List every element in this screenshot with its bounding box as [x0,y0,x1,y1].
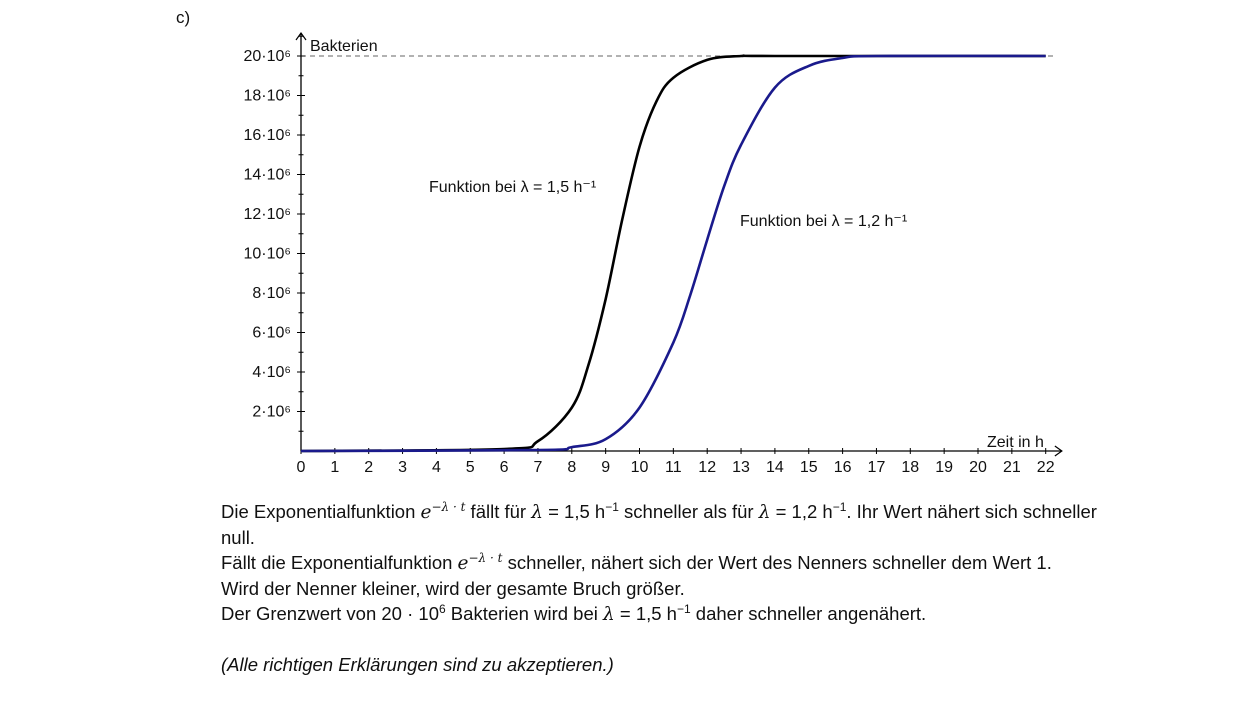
y-tick-label: 12·10⁶ [243,206,291,223]
x-tick-label: 5 [466,459,475,476]
text-segment: Fällt die Exponentialfunktion [221,552,458,573]
explanation-line-3: Wird der Nenner kleiner, wird der gesamt… [221,578,685,599]
explanation-line-1: Die Exponentialfunktion e−λ · t fällt fü… [221,499,1101,550]
text-segment: fällt für [465,501,532,522]
explanation-line-4: Der Grenzwert von 20 · 106 Bakterien wir… [221,601,1101,627]
lambda-symbol: λ [603,604,615,625]
y-axis-label: Bakterien [310,38,378,55]
x-axis-label: Zeit in h [987,434,1044,451]
x-tick-label: 1 [330,459,339,476]
x-tick-label: 19 [935,459,953,476]
curve-lambda-1-2 [300,54,1046,453]
x-tick-label: 9 [601,459,610,476]
y-tick-label: 4·10⁶ [252,364,291,381]
text-segment: = 1,5 h [542,501,606,522]
x-tick-label: 2 [364,459,373,476]
y-tick-label: 16·10⁶ [243,127,291,144]
y-tick-label: 8·10⁶ [252,285,291,302]
x-tick-label: 21 [1003,459,1021,476]
acceptance-note: (Alle richtigen Erklärungen sind zu akze… [221,654,614,675]
y-tick-label: 2·10⁶ [252,404,291,421]
x-tick-label: 13 [732,459,750,476]
exp-superscript: −λ · t [431,500,466,514]
x-tick-label: 17 [868,459,886,476]
axes-group [295,31,1063,457]
y-axis-arrow [295,31,307,41]
part-label: c) [176,8,191,27]
curve-lambda-1-5 [300,54,1046,453]
x-tick-label: 6 [500,459,509,476]
text-segment: Bakterien wird bei [445,603,603,624]
y-tick-label: 14·10⁶ [243,167,291,184]
x-tick-label: 15 [800,459,818,476]
x-tick-label: 4 [432,459,441,476]
series-label-lambda-1-5: Funktion bei λ = 1,5 h⁻¹ [429,179,596,196]
explanation-text: Die Exponentialfunktion e−λ · t fällt fü… [221,499,1101,677]
bacteria-growth-chart: 0 1 2 3 4 5 6 7 8 9 10 11 12 13 14 15 16 17 18 19 20 21 222·10… [243,31,1063,476]
x-tick-label: 16 [834,459,852,476]
x-tick-label: 0 [297,459,306,476]
x-tick-label: 20 [969,459,987,476]
text-segment: Die Exponentialfunktion [221,501,421,522]
superscript: 6 [438,602,446,616]
x-tick-label: 3 [398,459,407,476]
exp-symbol: e [420,502,432,523]
y-tick-label: 10·10⁶ [243,246,291,263]
ticks-group: 0 1 2 3 4 5 6 7 8 9 10 11 12 13 14 15 16 17 18 19 20 21 222·10… [243,35,1055,476]
x-tick-label: 11 [665,459,682,476]
text-segment: schneller, nähert sich der Wert des Nenn… [502,552,1052,573]
x-tick-label: 12 [698,459,716,476]
superscript: −1 [832,500,847,514]
superscript: −1 [605,500,619,514]
y-tick-label: 6·10⁶ [252,325,291,342]
x-tick-label: 18 [901,459,919,476]
text-segment: = 1,2 h [770,501,833,522]
explanation-line-2: Fällt die Exponentialfunktion e−λ · t sc… [221,550,1101,576]
exp-symbol: e [457,553,469,574]
text-segment: schneller als für [618,501,759,522]
x-axis-arrow [1054,445,1063,457]
text-segment: daher schneller angenähert. [690,603,927,624]
x-tick-label: 8 [567,459,576,476]
superscript: −1 [676,602,691,616]
x-tick-label: 10 [631,459,649,476]
x-tick-label: 14 [766,459,784,476]
text-segment: Der Grenzwert von 20 · 10 [221,603,439,624]
series-label-lambda-1-2: Funktion bei λ = 1,2 h⁻¹ [740,213,907,230]
y-tick-label: 20·10⁶ [243,48,291,65]
lambda-symbol: λ [758,502,771,523]
y-tick-label: 18·10⁶ [243,88,291,105]
text-segment: = 1,5 h [614,603,677,624]
exp-superscript: −λ · t [468,551,503,565]
x-tick-label: 7 [533,459,542,476]
curves-group [300,54,1046,453]
x-tick-label: 22 [1037,459,1055,476]
lambda-symbol: λ [531,502,543,523]
text-segment: . Ihr Wert nähert sich schneller null. [221,501,1097,548]
